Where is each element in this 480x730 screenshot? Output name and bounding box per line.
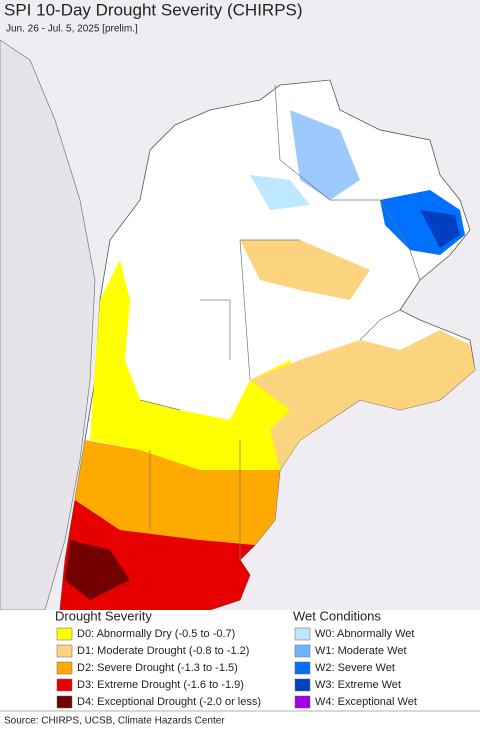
- legend-label: D1: Moderate Drought (-0.8 to -1.2): [77, 645, 249, 657]
- legend-swatch: [56, 678, 73, 692]
- legend-swatch: [56, 644, 73, 658]
- legend-label: D0: Abnormally Dry (-0.5 to -0.7): [77, 628, 235, 640]
- legend-label: D2: Severe Drought (-1.3 to -1.5): [77, 662, 238, 674]
- d0-area: [90, 260, 330, 470]
- legend-label: W0: Abnormally Wet: [315, 628, 414, 640]
- legend-swatch: [294, 678, 311, 692]
- d1-area: [250, 330, 475, 470]
- legend-label: W3: Extreme Wet: [315, 679, 401, 691]
- legend-label: D3: Extreme Drought (-1.6 to -1.9): [77, 679, 244, 691]
- legend-label: D4: Exceptional Drought (-2.0 or less): [77, 696, 261, 708]
- w1-area: [290, 110, 360, 200]
- legend-swatch: [56, 695, 73, 709]
- source: Source: CHIRPS, UCSB, Climate Hazards Ce…: [4, 716, 225, 727]
- legend-title: Drought Severity: [55, 608, 152, 623]
- legend-panel: [0, 610, 480, 710]
- legend-title: Wet Conditions: [293, 608, 381, 623]
- borders: [139, 84, 421, 560]
- legend-label: W1: Moderate Wet: [315, 645, 407, 657]
- d2-area: [75, 440, 280, 545]
- legend-swatch: [56, 661, 73, 675]
- map: [0, 0, 480, 611]
- d4-area: [65, 540, 130, 600]
- legend-swatch: [294, 644, 311, 658]
- legend-swatch: [56, 627, 73, 641]
- legend-label: W4: Exceptional Wet: [315, 696, 417, 708]
- legend-swatch: [294, 627, 311, 641]
- w0-area: [250, 175, 310, 210]
- legend-swatch: [294, 661, 311, 675]
- legend-label: W2: Severe Wet: [315, 662, 395, 674]
- legend-swatch: [294, 695, 311, 709]
- w3-area: [420, 210, 460, 248]
- legend: D0: Abnormally Dry (-0.5 to -0.7) D1: Mod…: [56, 627, 417, 709]
- d1-area-north: [240, 240, 370, 300]
- title: SPI 10-Day Drought Severity (CHIRPS): [4, 0, 303, 19]
- subtitle: Jun. 26 - Jul. 5, 2025 [prelim.]: [6, 24, 138, 35]
